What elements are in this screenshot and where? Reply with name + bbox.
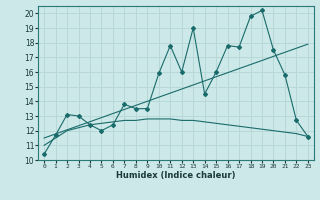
X-axis label: Humidex (Indice chaleur): Humidex (Indice chaleur) xyxy=(116,171,236,180)
